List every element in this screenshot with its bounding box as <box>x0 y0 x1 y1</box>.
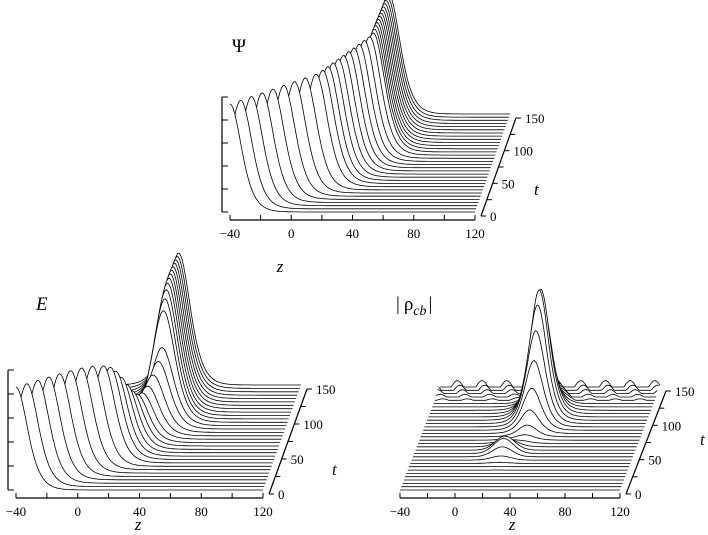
panel-title: Ψ <box>232 36 246 57</box>
surface-line <box>424 360 645 428</box>
z-tick-label: 80 <box>195 504 208 519</box>
t-tick-label: 0 <box>635 487 642 502</box>
surface-fill <box>235 85 481 197</box>
surface-fill <box>420 425 641 438</box>
z-tick-label: 0 <box>288 226 295 241</box>
panel-title: E <box>35 294 48 315</box>
z-tick-label: 80 <box>559 504 572 519</box>
z-tick-label: −40 <box>390 504 410 519</box>
surface-line <box>229 103 475 213</box>
z-tick-label: 0 <box>452 504 459 519</box>
surface-fill <box>423 388 644 431</box>
surface-fill <box>230 104 475 213</box>
t-tick-label: 150 <box>525 111 545 126</box>
z-tick-label: 40 <box>133 504 146 519</box>
panel-psi: −40 0 40 80 120 0 50 100 150 z t Ψ <box>220 0 545 276</box>
surface-line <box>233 92 479 203</box>
z-tick-label: −40 <box>6 504 26 519</box>
z-tick-label: 120 <box>610 504 630 519</box>
surface-line <box>19 376 267 481</box>
surface-line <box>428 289 649 418</box>
z-tick-label: 40 <box>504 504 517 519</box>
panel-e: −40 0 40 80 120 0 50 100 150 z t E <box>6 252 338 534</box>
z-tick-label: 0 <box>75 504 82 519</box>
t-tick-label: 0 <box>490 209 497 224</box>
surface-fill <box>245 51 491 169</box>
surface-line <box>416 438 637 448</box>
t-tick-label: 0 <box>278 487 285 502</box>
surface-fill <box>33 394 281 444</box>
surface-line <box>20 373 268 477</box>
surface-line <box>427 304 648 421</box>
surface-line <box>419 434 640 441</box>
t-tick-label: 150 <box>316 382 336 397</box>
z-tick-label: 120 <box>253 504 273 519</box>
t-axis-label: t <box>332 460 338 479</box>
z-axis-label: z <box>276 257 284 276</box>
surface-line <box>230 99 477 210</box>
surface-fill <box>16 387 263 491</box>
surface-line <box>410 461 631 464</box>
surface-fill <box>36 375 284 433</box>
surface-line <box>414 438 635 454</box>
surface-line <box>418 439 639 444</box>
surface-fill <box>248 44 494 162</box>
surface-line <box>425 330 646 424</box>
panel-title: | ρcb | <box>396 294 432 319</box>
surface-line <box>421 409 642 434</box>
z-axis-label: z <box>134 515 142 534</box>
t-tick-label: 50 <box>648 453 661 468</box>
surface-fill <box>421 409 642 434</box>
surface-line <box>18 380 266 484</box>
surface-line <box>234 88 480 200</box>
surface-line <box>411 455 632 461</box>
t-tick-label: 100 <box>662 418 682 433</box>
surface-line <box>15 386 263 491</box>
surface-fill <box>419 434 640 441</box>
t-tick-label: 50 <box>291 452 304 467</box>
panel-rho: −40 0 40 80 120 0 50 100 150 z t | ρcb | <box>390 288 706 534</box>
surface-line <box>423 387 644 431</box>
z-tick-label: 80 <box>407 226 420 241</box>
surface-line <box>231 96 478 207</box>
surface-fill <box>35 386 283 437</box>
surface-fill <box>418 439 639 444</box>
surface-fill <box>22 370 270 474</box>
t-axis-label: t <box>534 180 540 199</box>
z-tick-label: 40 <box>346 226 359 241</box>
surface-line <box>412 446 633 458</box>
surface-line <box>16 383 265 487</box>
z-tick-label: −40 <box>220 226 240 241</box>
t-tick-label: 100 <box>513 144 533 159</box>
surface-line <box>415 435 636 451</box>
t-tick-label: 100 <box>303 417 323 432</box>
t-tick-label: 50 <box>502 176 515 191</box>
surface-line <box>420 424 641 438</box>
surface-fill <box>440 379 660 388</box>
z-tick-label: 120 <box>465 226 485 241</box>
z-axis-label: z <box>508 515 516 534</box>
t-axis-label: t <box>700 430 706 449</box>
t-tick-label: 150 <box>675 384 695 399</box>
surface-fill <box>34 392 282 440</box>
surface-fill <box>438 382 659 391</box>
